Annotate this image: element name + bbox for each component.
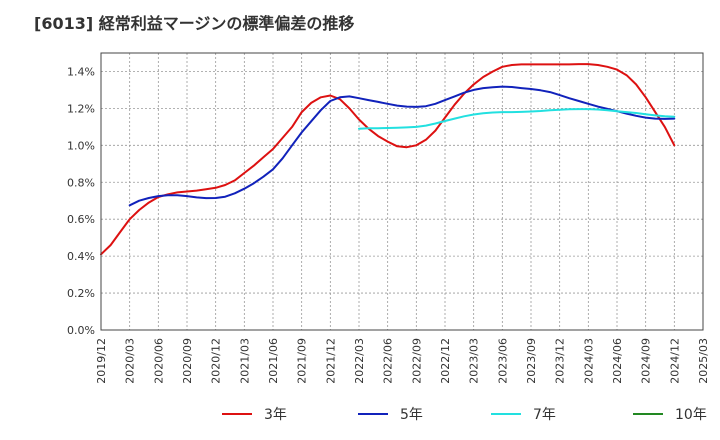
x-tick-label: 2025/03 <box>697 338 710 384</box>
x-tick-label: 2024/06 <box>611 338 624 384</box>
legend-label: 7年 <box>533 407 556 423</box>
series-line-3年 <box>100 63 676 256</box>
y-tick-label: 0.4% <box>67 250 95 263</box>
y-tick-label: 0.0% <box>67 324 95 337</box>
chart-title: [6013] 経常利益マージンの標準偏差の推移 <box>34 14 355 33</box>
legend-label: 10年 <box>675 407 707 423</box>
x-tick-label: 2021/03 <box>238 338 251 384</box>
x-tick-label: 2020/09 <box>181 338 194 384</box>
x-tick-label: 2021/09 <box>296 338 309 384</box>
x-tick-label: 2022/06 <box>382 338 395 384</box>
y-tick-label: 1.2% <box>67 102 95 115</box>
x-tick-label: 2021/06 <box>267 338 280 384</box>
y-tick-label: 0.8% <box>67 176 95 189</box>
x-tick-label: 2021/12 <box>324 338 337 384</box>
plot-frame <box>100 52 704 331</box>
series-line-7年 <box>358 108 676 130</box>
legend-item: 3年 <box>222 407 287 423</box>
x-tick-label: 2022/12 <box>439 338 452 384</box>
y-tick-label: 0.2% <box>67 287 95 300</box>
x-tick-label: 2022/03 <box>353 338 366 384</box>
x-axis-tick-labels: 2019/12 2020/03 2020/06 2020/09 2020/12 2021/… <box>95 338 710 384</box>
legend-item: 10年 <box>633 407 707 423</box>
x-tick-label: 2023/09 <box>525 338 538 384</box>
x-tick-label: 2024/09 <box>640 338 653 384</box>
series-lines <box>100 63 676 256</box>
legend-label: 3年 <box>264 407 287 423</box>
x-tick-label: 2024/12 <box>668 338 681 384</box>
legend-label: 5年 <box>400 407 423 423</box>
x-tick-label: 2023/06 <box>496 338 509 384</box>
x-tick-label: 2022/09 <box>410 338 423 384</box>
legend-item: 5年 <box>358 407 423 423</box>
x-tick-label: 2023/03 <box>468 338 481 384</box>
x-tick-label: 2023/12 <box>554 338 567 384</box>
x-tick-label: 2020/12 <box>210 338 223 384</box>
y-tick-label: 0.6% <box>67 213 95 226</box>
series-line-5年 <box>128 85 676 207</box>
x-tick-label: 2024/03 <box>582 338 595 384</box>
y-tick-label: 1.0% <box>67 139 95 152</box>
legend: 3年 5年 7年 10年 <box>222 407 707 423</box>
x-tick-label: 2020/06 <box>152 338 165 384</box>
legend-item: 7年 <box>491 407 556 423</box>
x-tick-label: 2019/12 <box>95 338 108 384</box>
y-tick-label: 1.4% <box>67 65 95 78</box>
x-tick-label: 2020/03 <box>124 338 137 384</box>
y-axis-tick-labels: 0.0% 0.2% 0.4% 0.6% 0.8% 1.0% 1.2% 1.4% <box>67 65 95 337</box>
